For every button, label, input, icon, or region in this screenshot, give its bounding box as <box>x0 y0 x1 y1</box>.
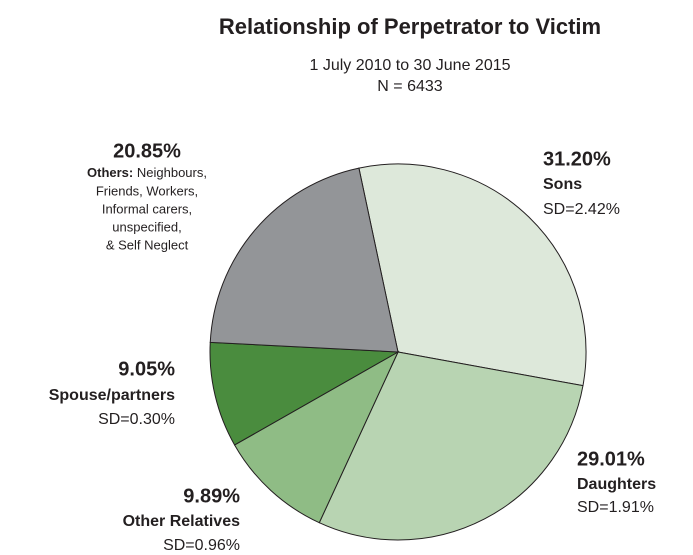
sd-label: SD=1.91% <box>577 499 654 516</box>
description: unspecified, <box>112 219 181 234</box>
value-label: 31.20% <box>543 148 611 170</box>
sd-label: SD=0.30% <box>98 411 175 428</box>
description: Neighbours, <box>137 165 207 180</box>
pie-slice <box>209 341 400 446</box>
category-label: Spouse/partners <box>49 387 175 404</box>
description: Informal carers, <box>102 201 192 216</box>
value-label: 29.01% <box>577 448 645 470</box>
chart-title: Relationship of Perpetrator to Victim <box>219 14 601 39</box>
subtitle: N = 6433 <box>377 78 442 95</box>
category-label: Sons <box>543 176 582 193</box>
subtitle: 1 July 2010 to 30 June 2015 <box>309 57 510 74</box>
category-label: Other Relatives <box>123 513 240 530</box>
value-label: 9.05% <box>118 358 175 380</box>
description: Friends, Workers, <box>96 183 198 198</box>
sd-label: SD=2.42% <box>543 201 620 218</box>
pie-slice <box>318 351 584 541</box>
pie-slice <box>233 350 400 524</box>
sd-label: SD=0.96% <box>163 537 240 554</box>
pie-slice <box>209 167 399 353</box>
category-label: Others: <box>87 165 133 180</box>
category-label: Others: Neighbours, <box>87 165 207 180</box>
pie-slice <box>358 163 587 387</box>
category-label: Daughters <box>577 476 656 493</box>
value-label: 20.85% <box>113 140 181 162</box>
value-label: 9.89% <box>183 485 240 507</box>
description: & Self Neglect <box>106 237 189 252</box>
